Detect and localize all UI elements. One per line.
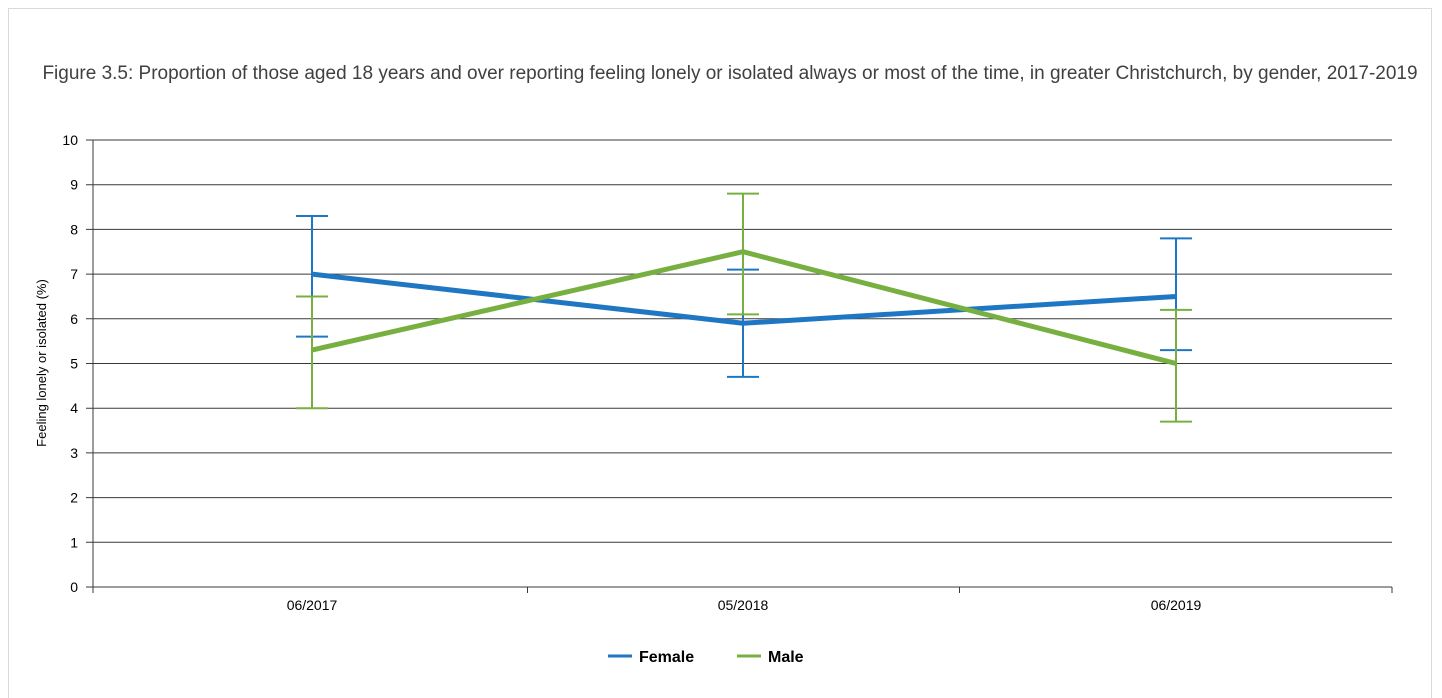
y-tick-label: 8: [70, 221, 78, 237]
error-bars: [296, 194, 1192, 422]
y-tick-label: 0: [70, 579, 78, 595]
y-tick-label: 9: [70, 177, 78, 193]
x-tick-label: 06/2017: [287, 597, 338, 613]
y-tick-label: 10: [62, 132, 78, 148]
y-tick-label: 3: [70, 445, 78, 461]
y-tick-label: 1: [70, 534, 78, 550]
y-tick-label: 4: [70, 400, 78, 416]
y-tick-label: 6: [70, 311, 78, 327]
legend-label: Female: [639, 649, 694, 666]
x-axis-ticks: 06/2017 05/2018 06/2019: [93, 587, 1392, 613]
y-tick-label: 5: [70, 356, 78, 372]
y-tick-label: 2: [70, 490, 78, 506]
legend-label: Male: [768, 649, 804, 666]
y-axis-ticks: 0 1 2 3 4 5 6 7 8 9 10: [62, 132, 78, 595]
legend: Female Male: [608, 649, 804, 666]
y-axis-label: Feeling lonely or isolated (%): [34, 279, 49, 447]
x-tick-label: 05/2018: [718, 597, 769, 613]
gridlines: [86, 140, 1392, 592]
y-tick-label: 7: [70, 266, 78, 282]
x-tick-label: 06/2019: [1151, 597, 1202, 613]
